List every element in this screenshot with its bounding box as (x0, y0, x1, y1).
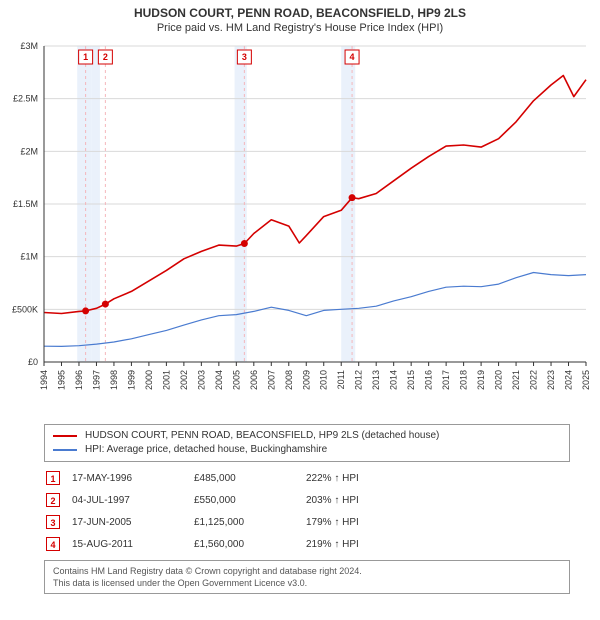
legend-label: HPI: Average price, detached house, Buck… (85, 443, 327, 457)
svg-text:1997: 1997 (91, 370, 101, 390)
svg-text:2019: 2019 (476, 370, 486, 390)
svg-text:1996: 1996 (74, 370, 84, 390)
chart-area: £0 £500K £1M £1.5M £2M £2.5M £3M 1994 1995 1996 19… (0, 38, 600, 418)
legend-swatch (53, 435, 77, 437)
svg-text:2014: 2014 (389, 370, 399, 390)
svg-text:2008: 2008 (284, 370, 294, 390)
event-num-cell: 3 (46, 512, 70, 532)
legend-item: HPI: Average price, detached house, Buck… (53, 443, 561, 457)
legend-swatch (53, 449, 77, 451)
svg-text:1999: 1999 (126, 370, 136, 390)
figure: HUDSON COURT, PENN ROAD, BEACONSFIELD, H… (0, 0, 600, 620)
svg-text:2017: 2017 (441, 370, 451, 390)
svg-text:2009: 2009 (301, 370, 311, 390)
svg-text:2021: 2021 (511, 370, 521, 390)
svg-text:1995: 1995 (56, 370, 66, 390)
event-date: 04-JUL-1997 (72, 490, 192, 510)
svg-text:2006: 2006 (249, 370, 259, 390)
svg-text:2018: 2018 (459, 370, 469, 390)
svg-text:3: 3 (242, 52, 247, 62)
event-date: 17-MAY-1996 (72, 468, 192, 488)
svg-text:2000: 2000 (144, 370, 154, 390)
svg-text:£1M: £1M (20, 252, 38, 262)
svg-text:2012: 2012 (354, 370, 364, 390)
event-num-cell: 4 (46, 534, 70, 554)
svg-text:1998: 1998 (109, 370, 119, 390)
event-price: £1,560,000 (194, 534, 304, 554)
svg-text:2010: 2010 (319, 370, 329, 390)
footer-box: Contains HM Land Registry data © Crown c… (44, 560, 570, 594)
event-pct: 179% ↑ HPI (306, 512, 369, 532)
event-price: £1,125,000 (194, 512, 304, 532)
legend-label: HUDSON COURT, PENN ROAD, BEACONSFIELD, H… (85, 429, 439, 443)
svg-text:2001: 2001 (161, 370, 171, 390)
svg-text:£2.5M: £2.5M (13, 94, 38, 104)
svg-text:1994: 1994 (39, 370, 49, 390)
chart-svg: £0 £500K £1M £1.5M £2M £2.5M £3M 1994 1995 1996 19… (0, 38, 600, 418)
svg-text:2016: 2016 (424, 370, 434, 390)
event-number: 2 (46, 493, 60, 507)
svg-text:2023: 2023 (546, 370, 556, 390)
svg-text:1: 1 (83, 52, 88, 62)
chart-subtitle: Price paid vs. HM Land Registry's House … (0, 22, 600, 34)
legend: HUDSON COURT, PENN ROAD, BEACONSFIELD, H… (44, 424, 570, 462)
svg-text:£3M: £3M (20, 41, 38, 51)
event-price: £550,000 (194, 490, 304, 510)
svg-text:£1.5M: £1.5M (13, 199, 38, 209)
event-date: 15-AUG-2011 (72, 534, 192, 554)
event-num-cell: 2 (46, 490, 70, 510)
event-number: 1 (46, 471, 60, 485)
events-table: 1 17-MAY-1996£485,000222% ↑ HPI 2 04-JUL-19… (44, 466, 371, 556)
svg-text:2025: 2025 (581, 370, 591, 390)
svg-text:£2M: £2M (20, 146, 38, 156)
chart-title: HUDSON COURT, PENN ROAD, BEACONSFIELD, H… (0, 0, 600, 20)
svg-text:2024: 2024 (564, 370, 574, 390)
event-row: 4 15-AUG-2011£1,560,000219% ↑ HPI (46, 534, 369, 554)
svg-text:2004: 2004 (214, 370, 224, 390)
svg-text:2020: 2020 (494, 370, 504, 390)
svg-text:2013: 2013 (371, 370, 381, 390)
event-number: 3 (46, 515, 60, 529)
svg-text:£500K: £500K (12, 304, 38, 314)
svg-text:2: 2 (103, 52, 108, 62)
svg-text:2015: 2015 (406, 370, 416, 390)
event-price: £485,000 (194, 468, 304, 488)
svg-text:2005: 2005 (231, 370, 241, 390)
svg-text:£0: £0 (28, 357, 38, 367)
event-row: 1 17-MAY-1996£485,000222% ↑ HPI (46, 468, 369, 488)
event-row: 2 04-JUL-1997£550,000203% ↑ HPI (46, 490, 369, 510)
event-number: 4 (46, 537, 60, 551)
event-date: 17-JUN-2005 (72, 512, 192, 532)
svg-text:2011: 2011 (336, 370, 346, 389)
event-pct: 222% ↑ HPI (306, 468, 369, 488)
legend-item: HUDSON COURT, PENN ROAD, BEACONSFIELD, H… (53, 429, 561, 443)
svg-text:2007: 2007 (266, 370, 276, 390)
footer-line1: Contains HM Land Registry data © Crown c… (53, 565, 561, 577)
event-num-cell: 1 (46, 468, 70, 488)
event-pct: 219% ↑ HPI (306, 534, 369, 554)
svg-text:2002: 2002 (179, 370, 189, 390)
footer-line2: This data is licensed under the Open Gov… (53, 577, 561, 589)
event-row: 3 17-JUN-2005£1,125,000179% ↑ HPI (46, 512, 369, 532)
svg-text:4: 4 (350, 52, 355, 62)
svg-text:2003: 2003 (196, 370, 206, 390)
svg-text:2022: 2022 (529, 370, 539, 390)
event-pct: 203% ↑ HPI (306, 490, 369, 510)
